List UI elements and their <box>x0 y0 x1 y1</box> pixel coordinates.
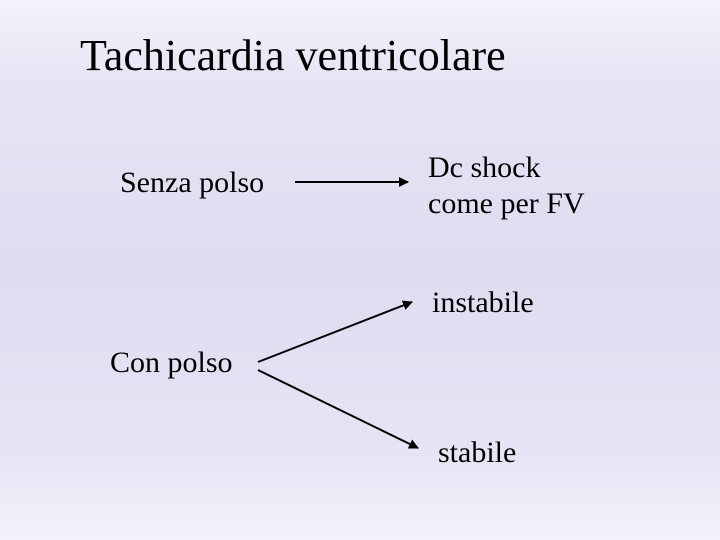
arrows-svg <box>0 0 720 540</box>
arrow-conpolso-stabile <box>258 370 418 448</box>
label-senza-polso: Senza polso <box>120 165 264 201</box>
label-stabile: stabile <box>438 435 516 471</box>
diagram-title: Tachicardia ventricolare <box>80 30 506 81</box>
label-con-polso: Con polso <box>110 345 233 381</box>
arrow-conpolso-instabile <box>258 302 412 362</box>
label-instabile: instabile <box>432 285 534 321</box>
label-dc-shock: Dc shock come per FV <box>428 150 585 222</box>
